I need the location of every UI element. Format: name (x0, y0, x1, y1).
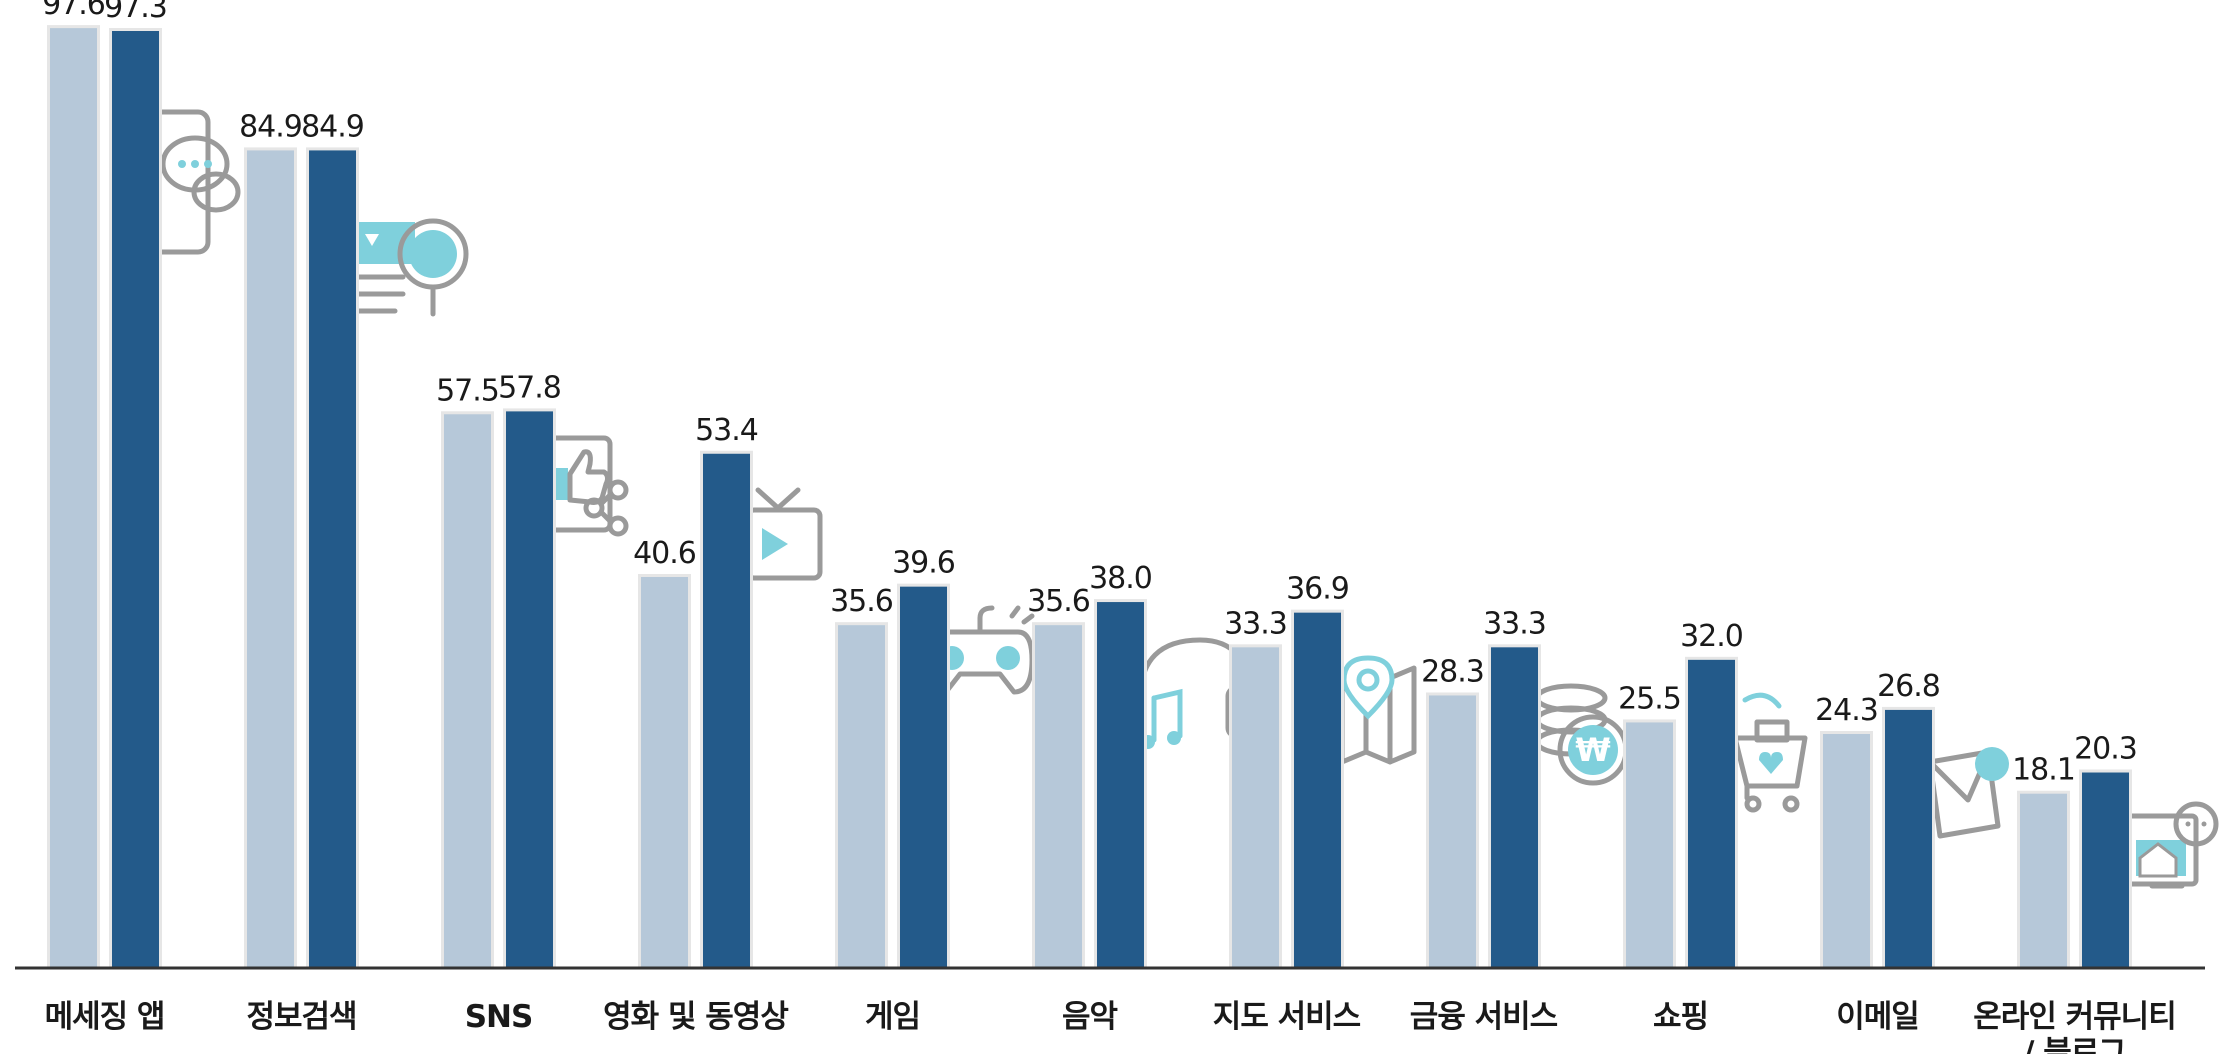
bar-series-2 (309, 150, 356, 969)
labels-layer: 97.6 97.384.9 84.957.5 57.840.653.435.639.6… (42, 0, 2138, 788)
category-label: 메세징 앱 (45, 999, 165, 1035)
bar-series-2 (1491, 647, 1538, 968)
bar-series-1 (50, 28, 97, 968)
data-label: 38.0 (1089, 561, 1152, 596)
bar-series-2 (2082, 772, 2129, 968)
community-monitor-icon (2125, 801, 2219, 889)
bar-series-1 (1626, 722, 1673, 968)
data-label: 33.3 (1224, 606, 1287, 641)
category-label: SNS (465, 999, 533, 1035)
data-label: 24.3 (1815, 693, 1878, 728)
bar-series-2 (506, 411, 553, 968)
bar-series-2 (1885, 709, 1932, 968)
data-label: 18.1 (2012, 753, 2075, 788)
bars-layer (47, 25, 2132, 969)
category-label: 쇼핑 (1653, 999, 1708, 1035)
icons-layer: ₩ (147, 109, 2219, 889)
bar-series-2 (703, 453, 750, 968)
data-label: 53.4 (695, 413, 758, 448)
bar-series-1 (838, 625, 885, 968)
chat-bubble-icon (147, 109, 241, 255)
bar-series-1 (1232, 647, 1279, 968)
bar-series-1 (2020, 793, 2067, 968)
bar-series-1 (641, 577, 688, 968)
email-envelope-icon (1927, 747, 2009, 839)
category-label: / 블로그 (2023, 1035, 2126, 1054)
category-label: 음악 (1062, 999, 1118, 1035)
shopping-cart-icon (1732, 692, 1808, 813)
category-label: 이메일 (1836, 999, 1919, 1035)
map-pin-icon (1339, 655, 1417, 765)
data-label: 84.9 (301, 109, 364, 144)
bar-series-1 (247, 150, 294, 969)
data-label: 35.6 (1027, 584, 1090, 619)
data-label: 26.8 (1877, 669, 1940, 704)
data-label: 97.3 (104, 0, 167, 25)
data-label: 32.0 (1680, 619, 1743, 654)
data-label: 35.6 (830, 584, 893, 619)
coins-won-icon: ₩ (1534, 683, 1629, 786)
data-label: 28.3 (1421, 654, 1484, 689)
bar-series-1 (1823, 733, 1870, 968)
data-label: 84.9 (239, 109, 302, 144)
category-label: 지도 서비스 (1213, 999, 1361, 1035)
category-label: 게임 (865, 999, 920, 1035)
bar-series-1 (444, 414, 491, 968)
data-label: 57.8 (498, 370, 561, 405)
data-label: 39.6 (892, 546, 955, 581)
category-label: 금융 서비스 (1410, 999, 1558, 1035)
data-label: 25.5 (1618, 681, 1681, 716)
data-label: 20.3 (2074, 732, 2137, 767)
data-label: 97.6 (42, 0, 105, 22)
category-labels-layer: 메세징 앱 정보검색 SNS 영화 및 동영상 게임 음악 지도 서비스 금융 서비스 쇼핑 이메… (45, 999, 2177, 1054)
svg-text:₩: ₩ (1575, 731, 1610, 769)
data-label: 33.3 (1483, 606, 1546, 641)
bar-series-1 (1429, 695, 1476, 968)
bar-series-2 (1294, 612, 1341, 968)
bar-series-2 (900, 586, 947, 968)
category-label: 온라인 커뮤니티 (1973, 999, 2175, 1035)
data-label: 57.5 (436, 373, 499, 408)
bar-series-2 (1097, 602, 1144, 968)
data-label: 36.9 (1286, 572, 1349, 607)
bar-series-2 (112, 31, 159, 969)
category-label: 영화 및 동영상 (603, 999, 788, 1035)
thumbs-up-share-icon (545, 435, 629, 537)
data-label: 40.6 (633, 536, 696, 571)
magnifier-icon (352, 218, 469, 317)
category-label: 정보검색 (246, 999, 356, 1035)
tv-play-icon (745, 487, 823, 581)
bar-series-1 (1035, 625, 1082, 968)
bar-series-2 (1688, 659, 1735, 968)
